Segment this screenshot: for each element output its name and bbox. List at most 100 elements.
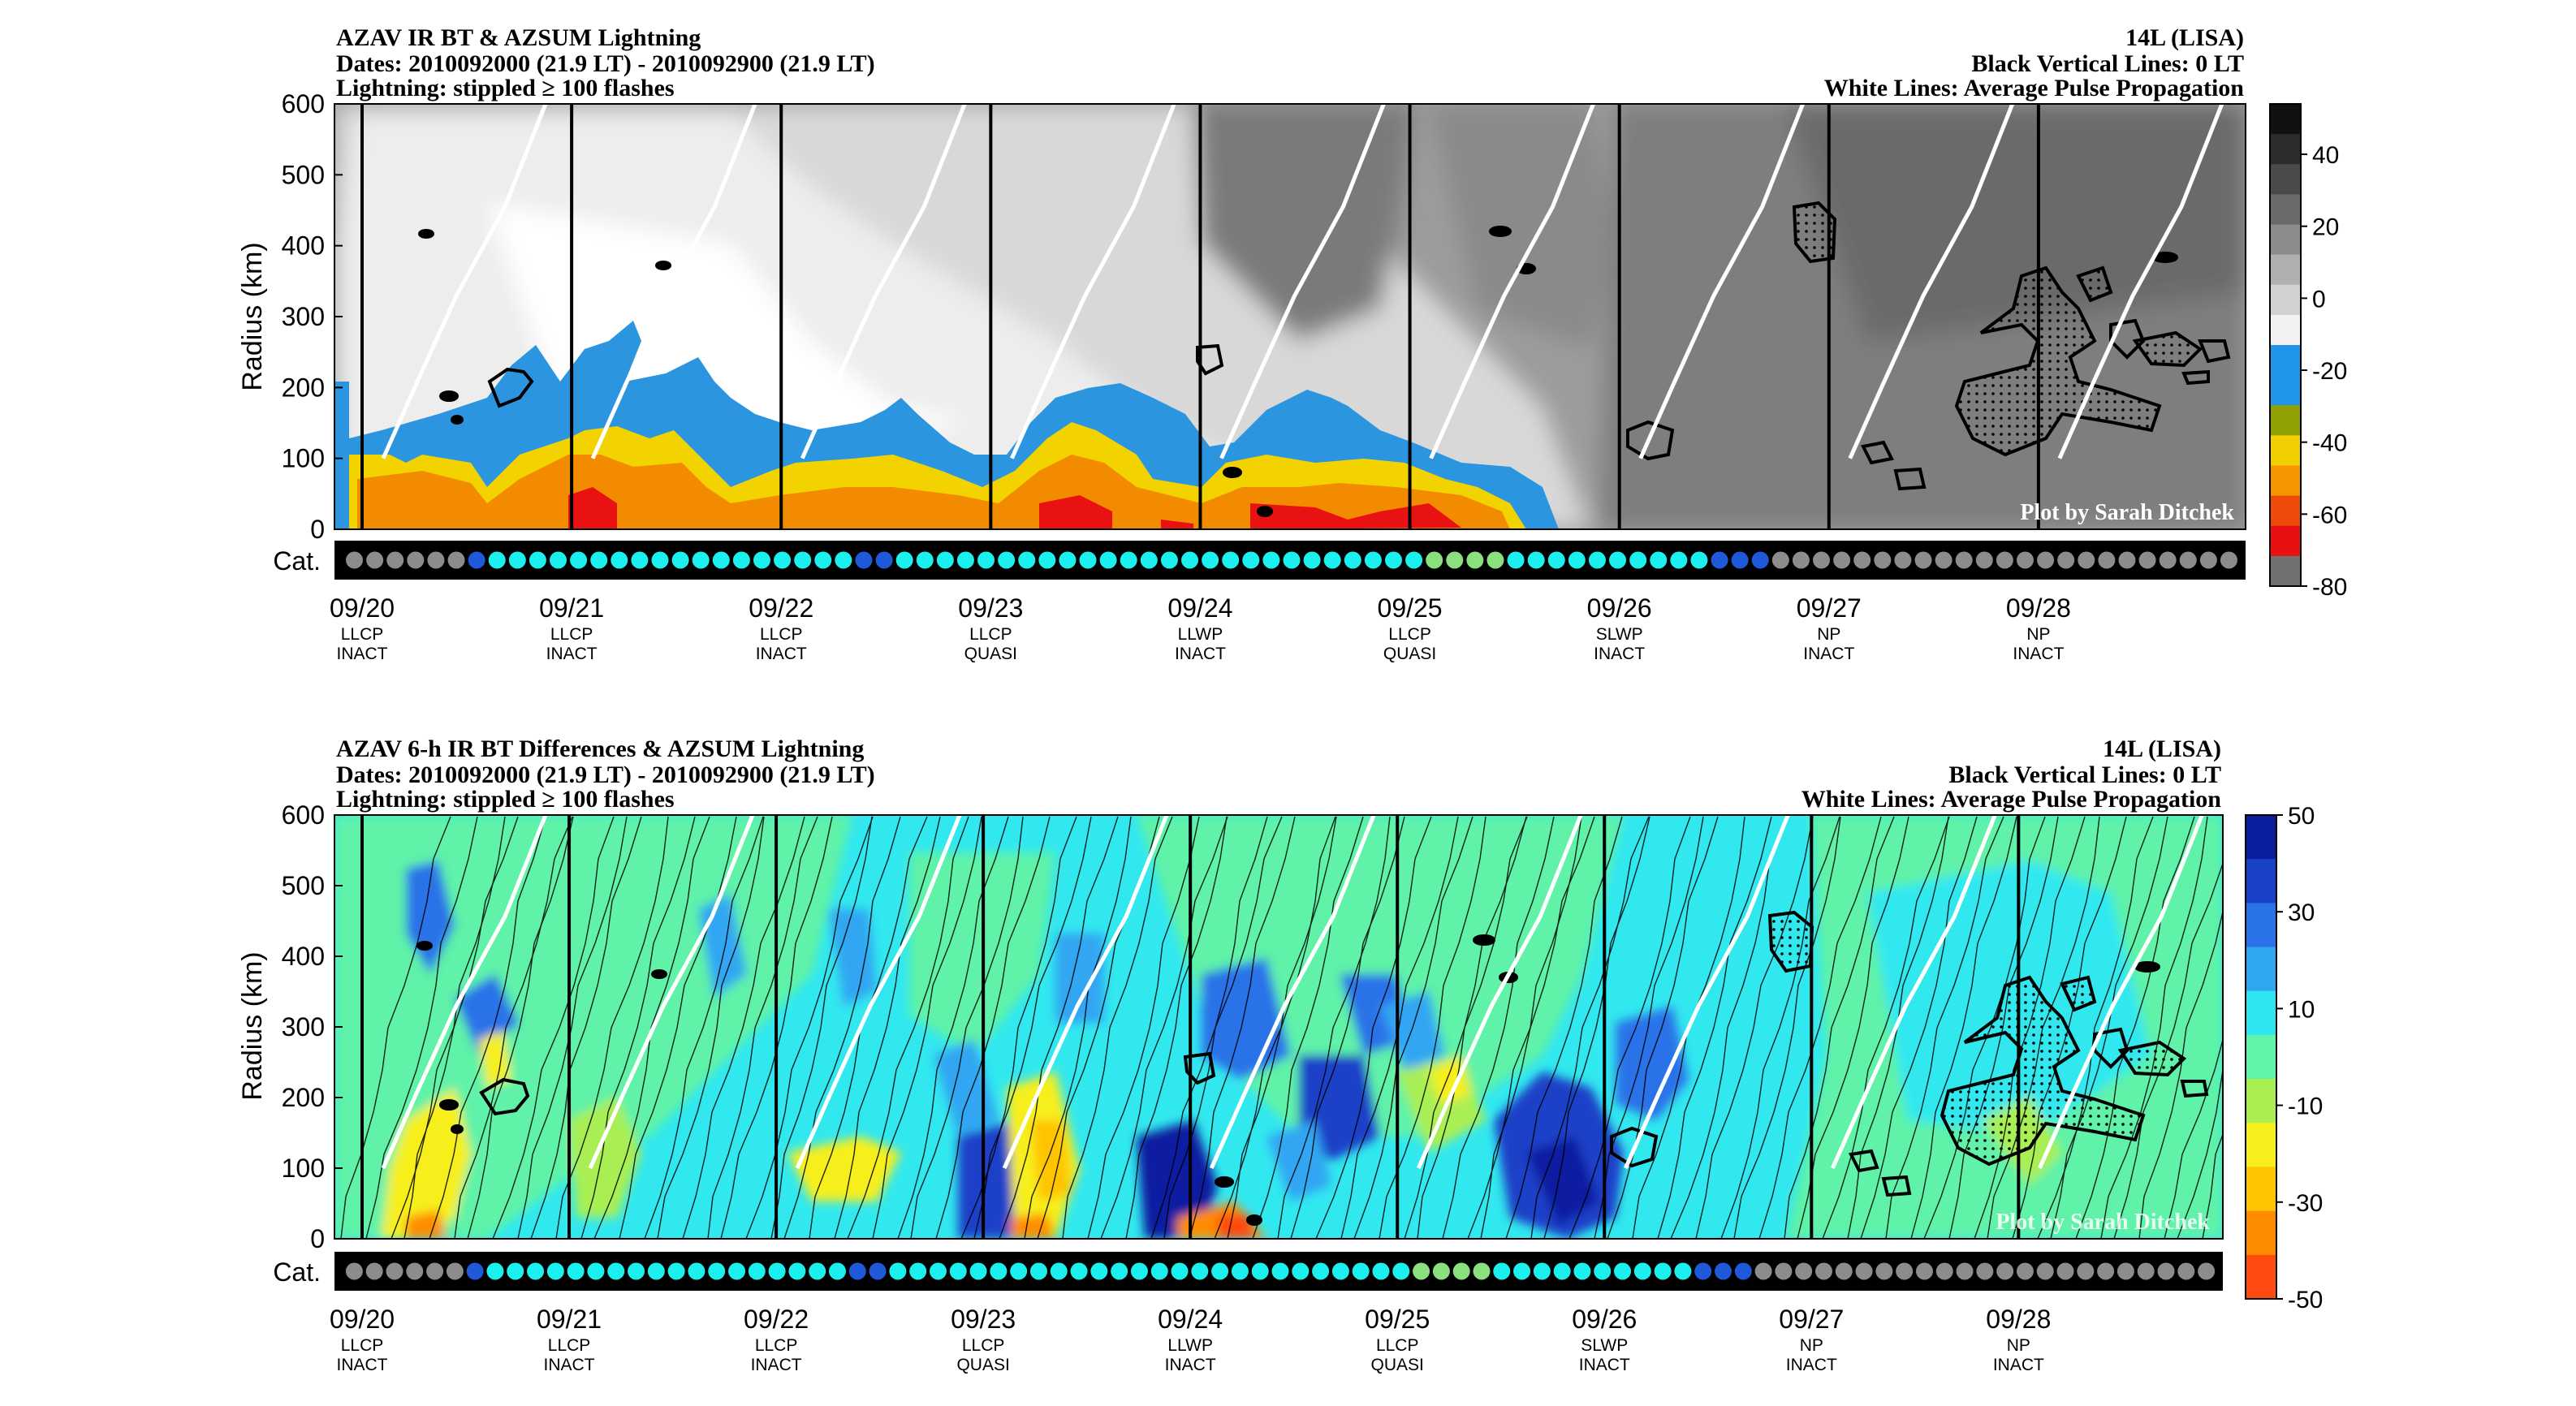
x-tick-label: 09/23 <box>958 593 1023 623</box>
contour-line <box>1594 816 1704 1239</box>
category-dot <box>2177 1262 2195 1280</box>
category-dot <box>1099 551 1117 569</box>
contour-line <box>1353 816 1474 1239</box>
vertical-lines-note: Black Vertical Lines: 0 LT <box>1971 50 2244 77</box>
contour-line <box>517 816 628 1239</box>
category-dot <box>1975 551 1993 569</box>
category-dot <box>1473 1262 1491 1280</box>
contour-line <box>580 816 696 1239</box>
category-dot <box>1202 551 1219 569</box>
phase-top-label: LLCP <box>962 1336 1005 1355</box>
colorbar-segment <box>2246 903 2276 948</box>
contour-line <box>1543 816 1650 1239</box>
category-dot <box>1372 1262 1390 1280</box>
colorbar-segment <box>2246 947 2276 992</box>
phase-bottom-label: INACT <box>1579 1356 1630 1374</box>
category-dot <box>1493 1262 1511 1280</box>
contour-line <box>492 816 615 1239</box>
category-dot <box>895 551 913 569</box>
category-dot <box>732 551 750 569</box>
colorbar-segment <box>2270 435 2301 466</box>
colorbar-segment <box>2246 1123 2276 1167</box>
colorbar-segment <box>2246 859 2276 904</box>
category-dot <box>1654 1262 1672 1280</box>
category-dot <box>346 551 364 569</box>
colorbar-segment <box>2270 495 2301 527</box>
category-dot <box>1795 1262 1813 1280</box>
category-dot <box>1853 551 1871 569</box>
category-dot <box>1303 551 1321 569</box>
category-dot <box>1029 1262 1047 1280</box>
x-tick-label: 09/22 <box>744 1305 809 1334</box>
category-dot <box>2118 551 2136 569</box>
category-dot <box>768 1262 786 1280</box>
contour-line <box>1670 816 1787 1239</box>
category-dot <box>446 1262 464 1280</box>
category-dot <box>631 551 649 569</box>
pulse-line <box>1416 815 1583 1170</box>
category-dot <box>1914 551 1932 569</box>
contour-line <box>745 816 874 1239</box>
category-dot <box>1426 551 1443 569</box>
contour-line <box>1607 816 1719 1239</box>
category-dot <box>1405 551 1423 569</box>
category-dot <box>788 1262 806 1280</box>
pulse-propagation-lines <box>381 104 2224 459</box>
category-dot <box>1384 551 1402 569</box>
panel-title: AZAV 6-h IR BT Differences & AZSUM Light… <box>336 735 864 762</box>
pulse-line <box>1429 104 1595 459</box>
category-dot <box>1594 1262 1612 1280</box>
category-dot <box>956 551 974 569</box>
category-dot <box>546 1262 564 1280</box>
contour-line <box>1062 816 1173 1239</box>
category-dot <box>712 551 730 569</box>
contour-line <box>1163 816 1283 1239</box>
category-dot <box>1486 551 1504 569</box>
phase-top-label: LLCP <box>550 625 593 644</box>
y-tick-label: 300 <box>282 1012 325 1042</box>
category-dot <box>1533 1262 1551 1280</box>
colorbar-frame <box>2269 103 2302 587</box>
phase-bottom-label: INACT <box>756 645 807 663</box>
category-dot <box>1674 1262 1692 1280</box>
panel-dates: Dates: 2010092000 (21.9 LT) - 2010092900… <box>336 50 875 77</box>
category-dot <box>488 551 506 569</box>
category-dot <box>1262 551 1280 569</box>
category-dot <box>1568 551 1586 569</box>
category-dot <box>1171 1262 1189 1280</box>
contour-line <box>530 816 642 1239</box>
contour-line <box>644 816 764 1239</box>
vertical-lines-note: Black Vertical Lines: 0 LT <box>1948 761 2221 788</box>
category-row-label: Cat. <box>273 1257 321 1287</box>
category-dot <box>550 551 567 569</box>
category-dot <box>647 1262 665 1280</box>
category-dot <box>1292 1262 1310 1280</box>
phase-top-label: LLWP <box>1167 1336 1213 1355</box>
category-dot <box>1547 551 1565 569</box>
category-dot <box>753 551 770 569</box>
panel-lightning-note: Lightning: stippled ≥ 100 flashes <box>336 786 675 813</box>
category-dot <box>1935 1262 1953 1280</box>
colorbar-segment <box>2270 345 2301 376</box>
category-dot <box>708 1262 726 1280</box>
contour-line <box>2075 816 2195 1239</box>
category-dot <box>1609 551 1627 569</box>
category-dot <box>2220 551 2237 569</box>
colorbar-tick-label: -60 <box>2312 502 2347 528</box>
x-tick-label: 09/28 <box>1986 1305 2051 1334</box>
category-dot <box>949 1262 967 1280</box>
x-tick-label: 09/22 <box>749 593 813 623</box>
category-dot <box>1614 1262 1632 1280</box>
category-dot <box>590 551 608 569</box>
colorbar-segment <box>2270 525 2301 557</box>
contour-line <box>1100 816 1228 1239</box>
colorbar-segment <box>2246 990 2276 1036</box>
category-dot <box>1140 551 1158 569</box>
contour-line <box>2138 908 2223 1239</box>
category-dot <box>1181 551 1199 569</box>
x-axis: 09/20LLCPINACT09/21LLCPINACT09/22LLCPINA… <box>330 1305 2051 1374</box>
category-dot <box>1364 551 1382 569</box>
contour-line <box>682 816 805 1239</box>
